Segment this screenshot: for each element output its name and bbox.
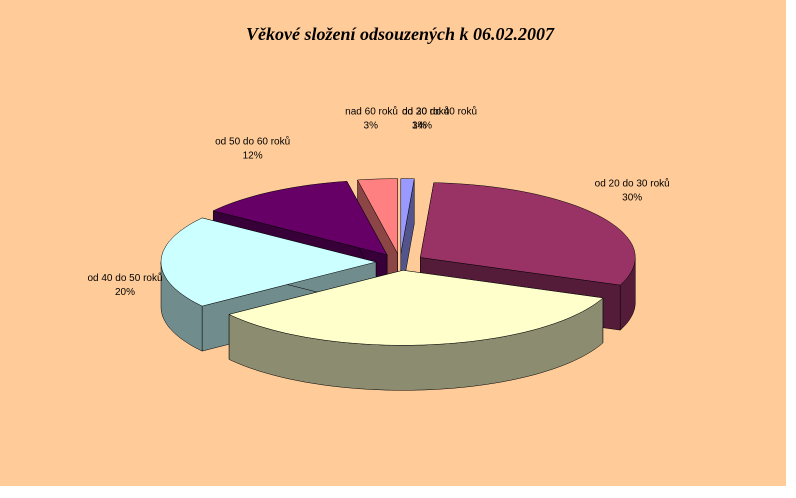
data-label-value: 3% bbox=[364, 121, 379, 132]
data-label-value: 34% bbox=[412, 121, 432, 132]
slice bbox=[212, 181, 388, 256]
data-label-value: 20% bbox=[115, 287, 135, 298]
slice bbox=[420, 182, 636, 286]
data-label-name: od 50 do 60 roků bbox=[215, 136, 290, 148]
data-label-name: od 30 do 40 roků bbox=[402, 106, 477, 118]
data-label-value: 12% bbox=[243, 151, 263, 162]
slice bbox=[357, 178, 398, 254]
slice bbox=[160, 217, 377, 307]
slice bbox=[400, 178, 415, 254]
data-label-name: od 20 do 30 roků bbox=[595, 177, 670, 189]
data-label-name: nad 60 roků bbox=[345, 106, 398, 118]
chart-title: Věkové složení odsouzených k 06.02.2007 bbox=[246, 24, 555, 44]
data-label-name: do 20 roků bbox=[402, 106, 449, 118]
data-label-value: 30% bbox=[622, 192, 642, 203]
data-label-name: od 40 do 50 roků bbox=[87, 272, 162, 284]
data-label-value: 1% bbox=[412, 121, 427, 132]
slice bbox=[228, 270, 604, 346]
